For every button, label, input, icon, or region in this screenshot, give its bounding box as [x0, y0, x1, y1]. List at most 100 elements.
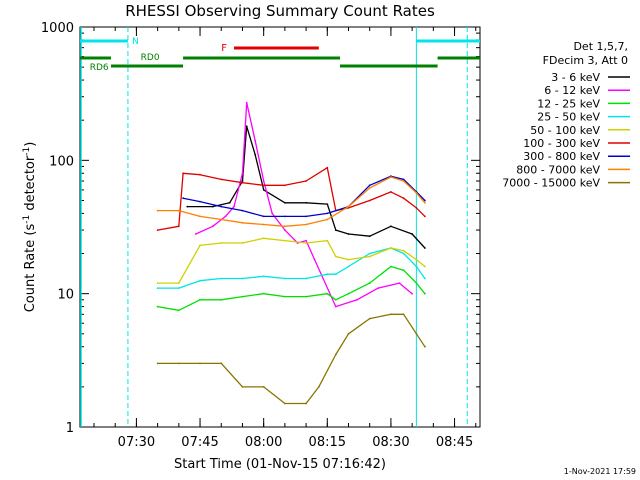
series-point — [156, 229, 159, 232]
series-point — [334, 273, 337, 276]
series-point — [305, 239, 307, 242]
series-point — [402, 249, 405, 252]
series-point — [424, 247, 426, 249]
series-point — [241, 180, 244, 182]
footer-date: 1-Nov-2021 17:59 — [564, 467, 636, 476]
series-point — [284, 402, 286, 405]
series-point — [368, 282, 371, 284]
series-point — [305, 180, 307, 182]
series-point — [262, 180, 265, 182]
series-point — [402, 197, 405, 200]
series-point — [199, 173, 201, 176]
series-point — [305, 201, 307, 204]
series-point — [402, 313, 405, 316]
series-point — [377, 287, 380, 289]
series-point — [347, 332, 350, 335]
series-point — [156, 287, 159, 289]
series-point — [356, 298, 358, 301]
series-point — [415, 207, 418, 209]
series-point — [156, 362, 159, 365]
series-point — [424, 215, 426, 218]
series-point — [317, 386, 320, 388]
series-point — [186, 205, 189, 208]
series-point — [284, 215, 286, 218]
series-point — [220, 178, 223, 181]
legend-label: 25 - 50 keV — [537, 111, 600, 124]
series-point — [368, 317, 371, 320]
series-point — [390, 225, 392, 228]
series-point — [220, 298, 223, 301]
series-point — [347, 292, 350, 295]
x-tick-label: 08:30 — [372, 435, 409, 450]
series-point — [411, 292, 413, 295]
series-point — [313, 258, 316, 261]
series-point — [262, 223, 265, 226]
plot-frame — [79, 26, 481, 428]
series-point — [347, 258, 350, 261]
series-line-4 — [157, 237, 426, 284]
legend-label: 6 - 12 keV — [544, 84, 600, 97]
series-point — [305, 402, 307, 405]
series-point — [177, 362, 180, 365]
series-point — [224, 215, 227, 218]
series-point — [368, 187, 371, 189]
series-point — [424, 199, 426, 202]
series-point — [402, 180, 405, 182]
series-point — [326, 203, 329, 206]
series-point — [415, 332, 418, 335]
series-point — [402, 269, 405, 272]
series-point — [199, 279, 201, 282]
series-point — [241, 242, 244, 244]
series-point — [368, 252, 371, 255]
series-point — [177, 287, 180, 289]
series-point — [220, 205, 223, 208]
legend-label: 50 - 100 keV — [530, 124, 600, 137]
series-line-0 — [187, 125, 426, 249]
series-point — [334, 255, 337, 258]
series-point — [415, 282, 418, 284]
series-point — [326, 218, 329, 221]
series-point — [326, 239, 329, 242]
series-point — [262, 292, 265, 295]
x-tick-label: 07:45 — [181, 435, 218, 450]
x-tick-label: 08:00 — [245, 435, 282, 450]
series-point — [284, 201, 286, 204]
y-tick-label: 10 — [57, 288, 74, 303]
series-point — [347, 205, 350, 208]
series-point — [390, 247, 392, 249]
series-point — [284, 184, 286, 187]
y-tick-label: 1 — [66, 421, 74, 436]
series-point — [424, 345, 426, 348]
series-point — [211, 225, 214, 228]
legend-label: 100 - 300 keV — [523, 137, 600, 150]
series-point — [233, 205, 235, 208]
series-point — [305, 277, 307, 280]
series-point — [241, 181, 244, 184]
series-point — [368, 184, 371, 187]
series-point — [334, 305, 337, 308]
series-point — [390, 313, 392, 316]
series-point — [305, 215, 307, 218]
series-point — [368, 255, 371, 258]
series-point — [284, 229, 286, 232]
series-point — [347, 265, 350, 268]
series-point — [402, 252, 405, 255]
series-point — [415, 265, 418, 268]
series-point — [211, 205, 214, 208]
series-point — [326, 273, 329, 276]
legend-label: 7000 - 15000 keV — [502, 177, 600, 190]
series-point — [402, 178, 405, 181]
y-axis-label: Count Rate (s-1 detector-1) — [22, 142, 38, 313]
series-point — [326, 166, 329, 169]
series-point — [334, 353, 337, 356]
series-line-5 — [157, 167, 426, 231]
series-point — [156, 282, 159, 284]
series-point — [326, 212, 329, 215]
series-point — [415, 192, 418, 194]
series-point — [262, 184, 265, 187]
flare-flag-label: F — [221, 43, 227, 54]
series-point — [334, 229, 337, 232]
series-point — [182, 172, 185, 175]
